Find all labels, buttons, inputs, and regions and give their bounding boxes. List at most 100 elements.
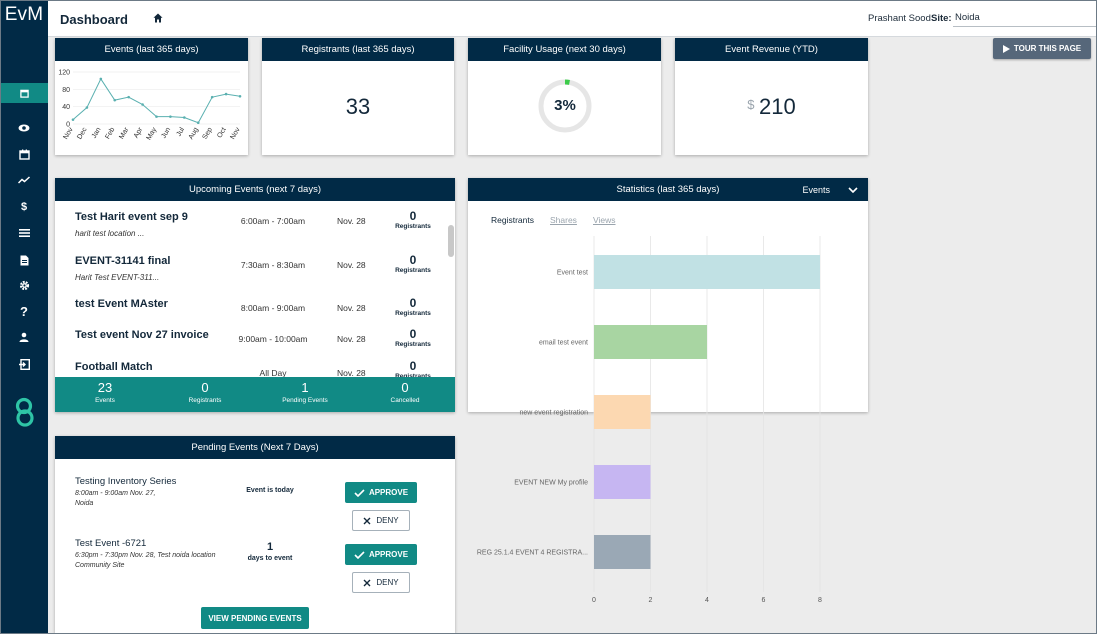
pending-events-title: Pending Events (Next 7 Days) <box>55 436 455 459</box>
sidebar-item-logout[interactable] <box>0 354 48 374</box>
x-tick-label: Oct <box>216 126 228 139</box>
event-name[interactable]: Test Harit event sep 9 <box>75 211 188 223</box>
category-label: new event registration <box>520 410 589 417</box>
registrant-count: 0 <box>409 296 417 310</box>
upcoming-event-row[interactable]: Test Harit event sep 9 harit test locati… <box>55 209 455 251</box>
pending-events-card: Pending Events (Next 7 Days) Testing Inv… <box>55 436 455 634</box>
tab-registrants[interactable]: Registrants <box>491 215 534 225</box>
upcoming-summary-bar: 23 Events 0 Registrants 1 Pending Events… <box>55 377 455 412</box>
pending-event-schedule: 8:00am - 9:00am Nov. 27, <box>75 490 156 497</box>
approve-button-label: APPROVE <box>368 488 409 497</box>
x-tick-label: 8 <box>818 597 822 604</box>
site-input[interactable] <box>953 9 1097 27</box>
gear-icon <box>19 280 29 290</box>
data-point <box>238 94 242 98</box>
pending-event-name[interactable]: Test Event -6721 <box>75 538 147 549</box>
data-point <box>196 121 200 124</box>
upcoming-event-row[interactable]: Football Match All Day Nov. 28 0 Registr… <box>55 359 455 377</box>
dollar-icon: $ <box>20 201 28 213</box>
sidebar: EvM $ ? <box>0 0 48 634</box>
x-tick-label: 2 <box>649 597 653 604</box>
upcoming-event-row[interactable]: Test event Nov 27 invoice 9:00am - 10:00… <box>55 327 455 369</box>
brand-mark-icon <box>15 397 34 427</box>
registrant-count-label: Registrants <box>395 341 431 348</box>
category-label: Event test <box>557 270 588 277</box>
approve-button[interactable]: APPROVE <box>345 482 417 503</box>
pending-event-status: Event is today <box>246 487 294 494</box>
sidebar-item-calendar[interactable] <box>0 144 48 164</box>
sidebar-item-list[interactable] <box>0 223 48 243</box>
deny-button[interactable]: DENY <box>352 510 410 531</box>
gauge-progress-arc <box>538 79 592 133</box>
pending-event-name[interactable]: Testing Inventory Series <box>75 476 177 487</box>
y-tick-label: 120 <box>58 70 70 77</box>
view-pending-events-button[interactable]: VIEW PENDING EVENTS <box>201 607 309 629</box>
upcoming-event-row[interactable]: EVENT-31141 final Harit Test EVENT-311..… <box>55 253 455 295</box>
facility-usage-card: Facility Usage (next 30 days) 3% <box>468 38 661 155</box>
sidebar-item-profile[interactable] <box>0 327 48 347</box>
event-name[interactable]: Football Match <box>75 361 153 373</box>
data-point <box>224 92 228 96</box>
x-tick-label: May <box>146 126 159 141</box>
user-name[interactable]: Prashant Sood <box>868 13 931 24</box>
events-card: Events (last 365 days) 120 80 40 0 Nov Dec Jan… <box>55 38 248 155</box>
user-icon <box>19 332 29 342</box>
deny-button-label: DENY <box>376 516 399 525</box>
summary-registrants: 0 Registrants <box>155 380 255 404</box>
summary-events-label: Events <box>95 397 115 404</box>
close-icon <box>363 517 371 524</box>
revenue-amount: $ 210 <box>675 94 868 120</box>
upcoming-scrollbar[interactable] <box>448 225 454 257</box>
statistics-title: Statistics (last 365 days) <box>616 184 720 195</box>
x-tick-label: 6 <box>762 597 766 604</box>
upcoming-events-card: Upcoming Events (next 7 days) Test Harit… <box>55 178 455 412</box>
registrant-count: 0 <box>409 209 417 223</box>
facility-usage-gauge <box>538 79 592 133</box>
revenue-card-title: Event Revenue (YTD) <box>675 38 868 61</box>
sidebar-item-analytics[interactable] <box>0 170 48 190</box>
pending-event-location: Noida <box>75 500 94 507</box>
data-point <box>141 103 144 106</box>
data-point <box>99 77 103 81</box>
upcoming-event-row[interactable]: test Event MAster 8:00am - 9:00am Nov. 2… <box>55 296 455 338</box>
event-name[interactable]: test Event MAster <box>75 298 168 310</box>
stat-bar <box>594 465 651 499</box>
summary-cancelled: 0 Cancelled <box>355 380 455 404</box>
sidebar-item-finance[interactable]: $ <box>0 197 48 217</box>
deny-button[interactable]: DENY <box>352 572 410 593</box>
events-card-title: Events (last 365 days) <box>55 38 248 61</box>
summary-pending-value: 1 <box>301 380 309 395</box>
home-icon[interactable] <box>153 13 163 23</box>
facility-usage-title: Facility Usage (next 30 days) <box>468 38 661 61</box>
data-point <box>85 106 89 109</box>
data-point <box>210 95 214 99</box>
sidebar-item-help[interactable]: ? <box>0 301 48 321</box>
tab-views[interactable]: Views <box>593 215 616 225</box>
check-icon <box>354 550 365 559</box>
upcoming-events-list[interactable]: Test Harit event sep 9 harit test locati… <box>55 201 455 377</box>
event-time: 7:30am - 8:30am <box>240 260 306 270</box>
sidebar-item-overview[interactable] <box>0 118 48 138</box>
sidebar-item-settings[interactable] <box>0 275 48 295</box>
tour-button[interactable]: TOUR THIS PAGE <box>993 38 1091 59</box>
event-time: 9:00am - 10:00am <box>238 334 308 344</box>
logout-icon <box>18 358 30 370</box>
x-tick-label: Nov <box>62 126 75 141</box>
sidebar-item-dashboard[interactable] <box>0 83 48 103</box>
app-logo[interactable]: EvM <box>4 4 44 25</box>
check-icon <box>354 488 365 497</box>
event-date: Nov. 28 <box>337 303 366 313</box>
event-date: Nov. 28 <box>337 334 366 344</box>
tab-shares[interactable]: Shares <box>550 215 577 225</box>
summary-cancelled-value: 0 <box>401 380 409 395</box>
statistics-type-dropdown[interactable]: Events <box>802 178 858 201</box>
event-name[interactable]: EVENT-31141 final <box>75 255 171 267</box>
close-icon <box>363 579 371 586</box>
summary-events: 23 Events <box>55 380 155 404</box>
event-name[interactable]: Test event Nov 27 invoice <box>75 329 209 341</box>
sidebar-item-reports[interactable] <box>0 250 48 270</box>
summary-events-value: 23 <box>97 380 113 395</box>
approve-button[interactable]: APPROVE <box>345 544 417 565</box>
x-tick-label: 4 <box>705 597 709 604</box>
